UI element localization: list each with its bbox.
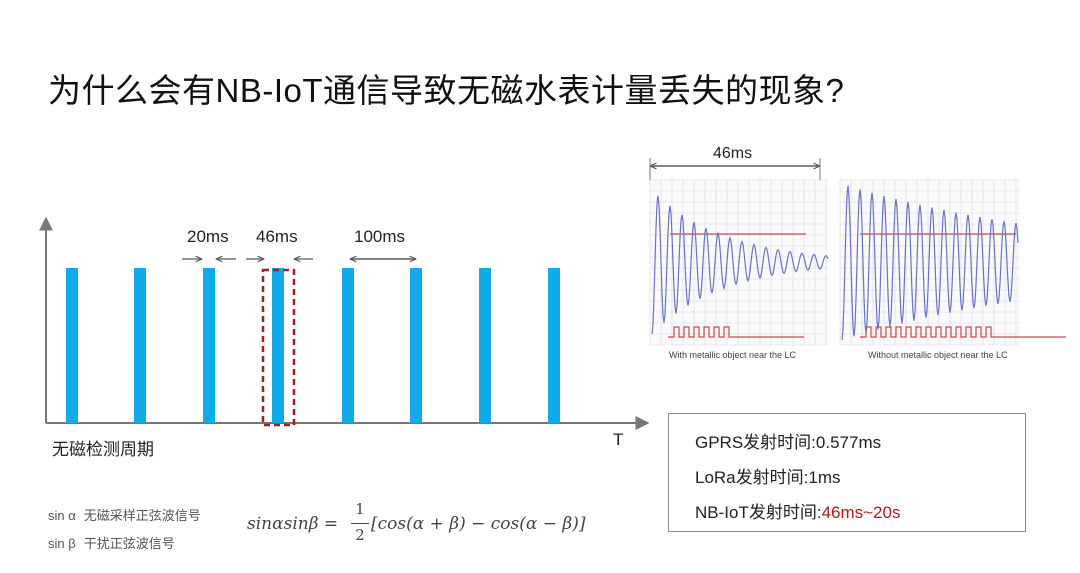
highlight-box xyxy=(261,268,296,427)
legend-sin-beta: sin β 干扰正弦波信号 xyxy=(48,533,175,552)
nbiot-tx-value: 46ms~20s xyxy=(821,503,901,522)
pulse-train-right xyxy=(860,326,1066,338)
pulse-bar xyxy=(342,268,354,423)
formula-numerator: 1 xyxy=(355,500,365,518)
pulse-bar xyxy=(548,268,560,423)
pulse-train-left xyxy=(668,326,804,338)
waveform-panel-right xyxy=(840,180,1020,345)
legend-sin-alpha: sin α 无磁采样正弦波信号 xyxy=(48,505,201,524)
waveform-caption-left: With metallic object near the LC xyxy=(669,350,797,360)
legend-symbol-alpha: sin α xyxy=(48,508,76,523)
nbiot-tx-label: NB-IoT发射时间: xyxy=(695,503,822,522)
pulse-bar xyxy=(203,268,215,423)
slide-title: 为什么会有NB-IoT通信导致无磁水表计量丢失的现象? xyxy=(48,72,845,109)
t-axis-label: T xyxy=(613,430,623,449)
lora-tx-time: LoRa发射时间:1ms xyxy=(695,468,841,487)
formula-lhs: sinαsinβ = xyxy=(247,514,339,534)
transmit-time-box: GPRS发射时间:0.577ms LoRa发射时间:1ms NB-IoT发射时间… xyxy=(668,413,1026,532)
waveform-caption-right: Without metallic object near the LC xyxy=(868,350,1008,360)
pulse-bar xyxy=(66,268,78,423)
pulse-bar xyxy=(134,268,146,423)
label-20ms: 20ms xyxy=(187,227,229,246)
legend-symbol-beta: sin β xyxy=(48,536,76,551)
formula-denominator: 2 xyxy=(355,526,365,544)
legend-desc-beta: 干扰正弦波信号 xyxy=(83,536,175,551)
waveform-right xyxy=(841,185,1019,341)
waveform-figure: 46ms xyxy=(650,145,1066,346)
formula-rhs: [cos(α + β) − cos(α − β)] xyxy=(371,514,586,534)
label-100ms: 100ms xyxy=(354,227,405,246)
gprs-tx-time: GPRS发射时间:0.577ms xyxy=(695,433,882,452)
diagram-caption: 无磁检测周期 xyxy=(52,440,154,459)
pulse-bar xyxy=(479,268,491,423)
waveform-duration-label: 46ms xyxy=(713,145,752,162)
product-to-sum-formula: sinαsinβ = 1 2 [cos(α + β) − cos(α − β)] xyxy=(247,500,592,550)
legend-desc-alpha: 无磁采样正弦波信号 xyxy=(83,508,201,523)
label-46ms: 46ms xyxy=(256,227,298,246)
pulse-bar xyxy=(272,268,284,423)
pulse-bar xyxy=(410,268,422,423)
waveform-left xyxy=(651,195,829,335)
formula-fraction-bar xyxy=(351,523,369,524)
nbiot-tx-time: NB-IoT发射时间:46ms~20s xyxy=(695,498,900,523)
